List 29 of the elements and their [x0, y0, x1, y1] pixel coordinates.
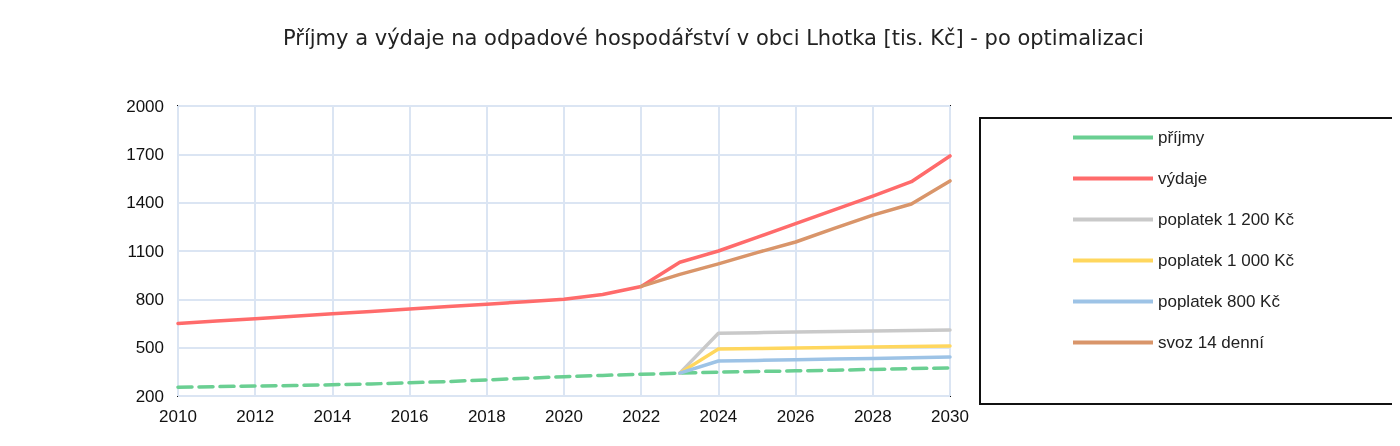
x-tick-label: 2030 — [931, 407, 969, 426]
chart-title: Příjmy a výdaje na odpadové hospodářství v obci Lhotka [tis. Kč] - po optimalizaci — [283, 25, 1144, 50]
line-series — [176, 366, 952, 389]
legend-label: poplatek 800 Kč — [1158, 292, 1281, 311]
y-tick-label: 1400 — [126, 193, 164, 213]
legend-label: příjmy — [1158, 128, 1205, 147]
legend-label: poplatek 1 000 Kč — [1158, 251, 1295, 270]
x-tick-label: 2020 — [545, 407, 583, 426]
x-tick-label: 2026 — [776, 407, 815, 426]
x-tick-label: 2010 — [159, 407, 197, 426]
x-tick-label: 2024 — [699, 407, 738, 426]
y-tick-label: 1700 — [126, 144, 164, 164]
x-tick-label: 2018 — [467, 407, 506, 426]
line-series — [639, 179, 952, 289]
y-tick-label: 1100 — [127, 241, 164, 261]
y-tick-label: 200 — [135, 386, 164, 406]
x-tick-label: 2014 — [313, 407, 352, 426]
legend-label: výdaje — [1158, 169, 1208, 188]
y-tick-label: 800 — [135, 289, 164, 309]
line-series — [176, 154, 952, 326]
x-tick-label: 2022 — [622, 407, 661, 426]
x-tick-label: 2012 — [236, 407, 275, 426]
legend-label: poplatek 1 200 Kč — [1158, 210, 1295, 229]
line-series — [678, 355, 952, 375]
legend-label: svoz 14 denní — [1158, 333, 1265, 352]
x-tick-label: 2016 — [390, 407, 429, 426]
x-tick-label: 2028 — [853, 407, 892, 426]
y-tick-label: 500 — [135, 338, 164, 358]
y-tick-label: 2000 — [126, 96, 164, 116]
